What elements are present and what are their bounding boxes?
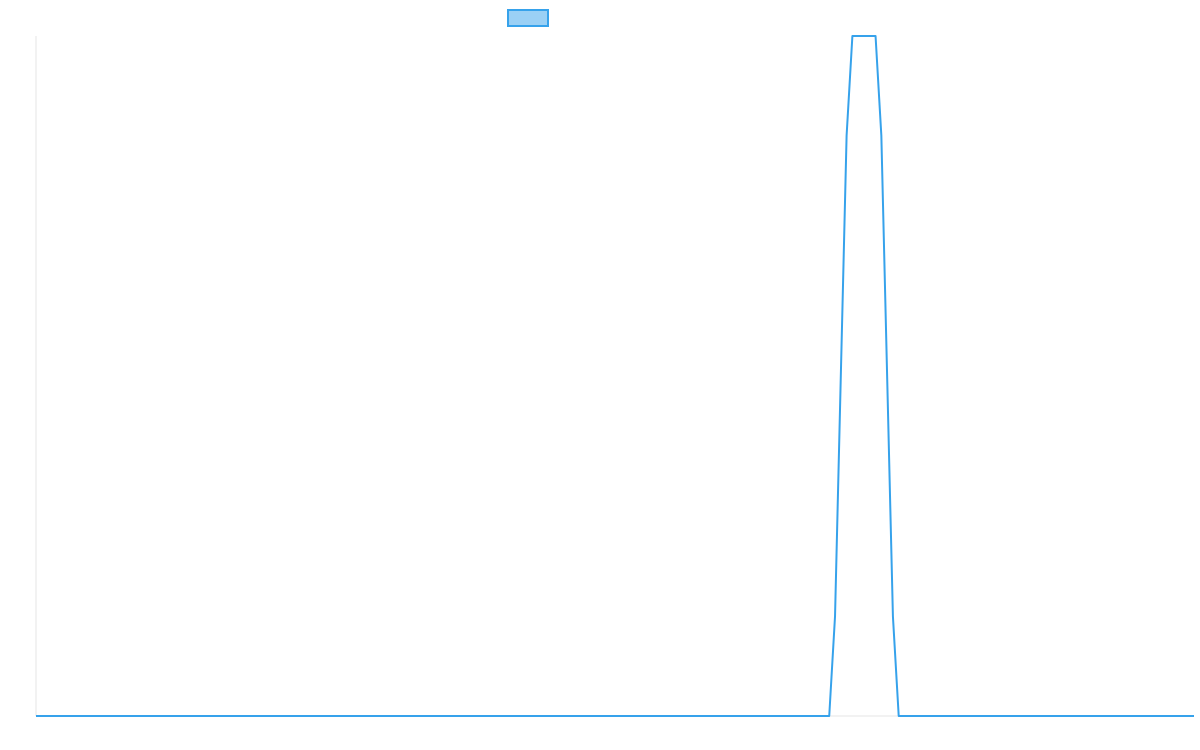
plot-area: [36, 35, 1194, 717]
chart-legend[interactable]: [507, 9, 549, 27]
legend-swatch[interactable]: [507, 9, 549, 27]
series-line: [36, 35, 1194, 717]
